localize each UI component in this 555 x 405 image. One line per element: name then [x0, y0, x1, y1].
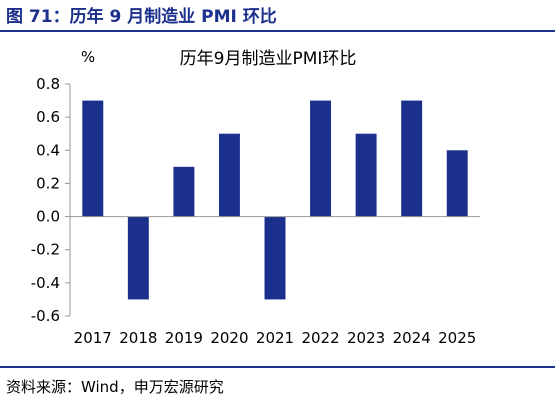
- top-rule: [0, 30, 555, 32]
- x-tick-label: 2019: [165, 329, 203, 347]
- y-tick-label: -0.2: [31, 241, 60, 259]
- y-tick-label: 0.6: [36, 108, 60, 126]
- bar-2024: [401, 100, 423, 217]
- x-tick-label: 2018: [119, 329, 157, 347]
- x-tick-label: 2025: [438, 329, 476, 347]
- bar-2025: [446, 150, 468, 217]
- figure-title: 图 71：历年 9 月制造业 PMI 环比: [6, 7, 277, 27]
- bottom-rule: [0, 366, 555, 368]
- y-axis-unit-label: %: [81, 48, 95, 66]
- bar-2020: [218, 133, 240, 217]
- chart-title: 历年9月制造业PMI环比: [180, 49, 357, 69]
- bar-2017: [82, 100, 104, 217]
- bar-chart: 历年9月制造业PMI环比 % 0.8 0.6 0.4 0.2 0.0 -0.2 -0.4 -0…: [31, 48, 480, 347]
- x-tick-label: 2023: [347, 329, 385, 347]
- x-tick-label: 2022: [301, 329, 339, 347]
- x-tick-label: 2021: [256, 329, 294, 347]
- bar-2021: [264, 216, 286, 300]
- bars: [82, 100, 468, 300]
- bar-2022: [310, 100, 332, 217]
- x-axis-tick-labels: 2017 2018 2019 2020 2021 2022 2023 2024 2025: [74, 329, 477, 347]
- y-tick-label: 0.4: [36, 141, 60, 159]
- bar-2018: [127, 216, 149, 300]
- x-tick-label: 2024: [393, 329, 431, 347]
- source-note: 资料来源：Wind，申万宏源研究: [6, 378, 224, 396]
- y-axis-tick-labels: 0.8 0.6 0.4 0.2 0.0 -0.2 -0.4 -0.6: [31, 75, 70, 325]
- y-tick-label: -0.6: [31, 307, 60, 325]
- x-tick-label: 2020: [210, 329, 248, 347]
- bar-2019: [173, 166, 195, 217]
- bar-2023: [355, 133, 377, 217]
- y-tick-label: 0.0: [36, 208, 60, 226]
- y-tick-label: 0.8: [36, 75, 60, 93]
- y-tick-label: -0.4: [31, 274, 60, 292]
- y-tick-label: 0.2: [36, 174, 60, 192]
- x-tick-label: 2017: [74, 329, 112, 347]
